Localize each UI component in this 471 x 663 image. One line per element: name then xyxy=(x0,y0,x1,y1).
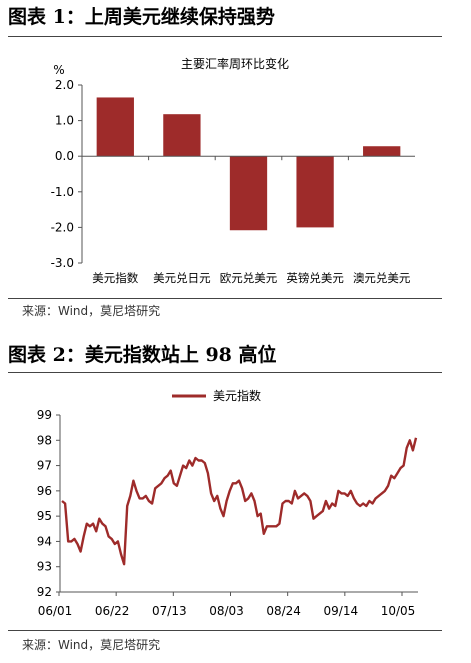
figure1-title: 图表 1：上周美元继续保持强势 xyxy=(8,6,275,28)
chart1-y-tick-label: -1.0 xyxy=(51,185,74,199)
chart1-y-tick-label: 2.0 xyxy=(55,78,74,92)
chart1-y-tick-label: -3.0 xyxy=(51,256,74,270)
chart2-y-tick-label: 95 xyxy=(37,509,52,523)
chart1-category-label: 澳元兑美元 xyxy=(353,271,411,285)
figure1-bar-chart: 主要汇率周环比变化 % 2.0 1.0 0.0 -1.0 -2.0 -3.0 美元指数 美元… xyxy=(51,56,415,285)
figure1-bottom-rule xyxy=(8,298,442,299)
chart1-category-label: 英镑兑美元 xyxy=(286,271,344,285)
chart2-x-tick-label: 07/13 xyxy=(152,604,187,618)
chart1-bar xyxy=(296,156,334,228)
chart2-y-tick-label: 97 xyxy=(37,459,52,473)
figure2-source: 来源：Wind，莫尼塔研究 xyxy=(22,638,161,652)
chart2-x-tick-label: 06/22 xyxy=(95,604,130,618)
chart1-y-tick-label: 1.0 xyxy=(55,114,74,128)
figure2-top-rule xyxy=(8,372,442,373)
chart2-x-tick-label: 09/14 xyxy=(324,604,359,618)
chart1-category-label: 欧元兑美元 xyxy=(220,271,278,285)
chart2-x-tick-label: 08/24 xyxy=(266,604,301,618)
chart1-category-label: 美元指数 xyxy=(92,271,138,285)
chart1-y-tick-label: 0.0 xyxy=(55,149,74,163)
chart2-y-tick-label: 93 xyxy=(37,560,52,574)
chart2-x-tick-label: 06/01 xyxy=(38,604,73,618)
chart1-y-unit: % xyxy=(53,63,64,77)
chart1-bar xyxy=(96,97,134,157)
figure2-bottom-rule xyxy=(8,630,442,631)
chart2-y-tick-label: 98 xyxy=(37,433,52,447)
chart2-series-line xyxy=(61,437,418,566)
chart2-x-tick-label: 08/03 xyxy=(209,604,244,618)
chart1-title: 主要汇率周环比变化 xyxy=(181,56,289,71)
figure1-source: 来源：Wind，莫尼塔研究 xyxy=(22,304,161,318)
chart1-bar xyxy=(229,156,268,231)
figure1-top-rule xyxy=(8,36,442,37)
chart2-y-tick-label: 94 xyxy=(37,534,52,548)
chart1-y-tick-label: -2.0 xyxy=(51,220,74,234)
chart2-x-tick-label: 10/05 xyxy=(381,604,416,618)
figure2-title: 图表 2：美元指数站上 98 高位 xyxy=(8,344,277,366)
chart1-bar xyxy=(163,114,201,157)
chart2-y-tick-label: 92 xyxy=(37,585,52,599)
chart2-y-tick-label: 96 xyxy=(37,484,52,498)
chart2-y-tick-label: 99 xyxy=(37,408,52,422)
chart1-bar xyxy=(363,146,401,157)
chart1-category-label: 美元兑日元 xyxy=(153,271,211,285)
chart2-legend-label: 美元指数 xyxy=(213,388,261,403)
